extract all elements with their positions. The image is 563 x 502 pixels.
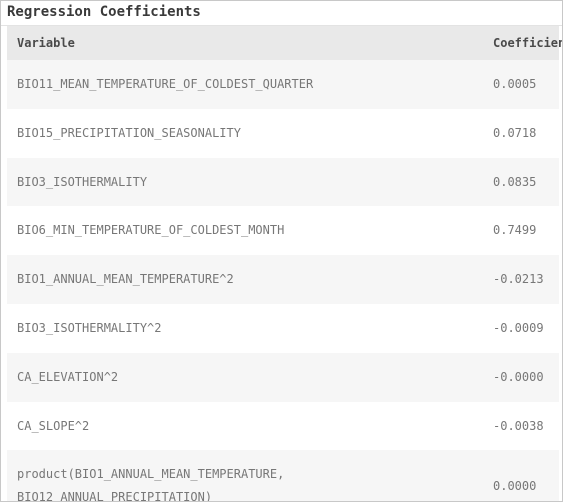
cell-coefficient: -0.0009 — [483, 304, 559, 353]
cell-variable: product(BIO1_ANNUAL_MEAN_TEMPERATURE, BI… — [7, 450, 483, 501]
cell-variable: BIO15_PRECIPITATION_SEASONALITY — [7, 109, 483, 158]
cell-variable: CA_SLOPE^2 — [7, 402, 483, 451]
table-row: CA_ELEVATION^2-0.0000 — [7, 353, 559, 402]
cell-coefficient: 0.0835 — [483, 158, 559, 207]
col-header-variable: Variable — [7, 26, 483, 60]
table-row: BIO15_PRECIPITATION_SEASONALITY0.0718 — [7, 109, 559, 158]
table-row: CA_SLOPE^2-0.0038 — [7, 402, 559, 451]
cell-variable: BIO3_ISOTHERMALITY^2 — [7, 304, 483, 353]
table-row: BIO3_ISOTHERMALITY0.0835 — [7, 158, 559, 207]
cell-coefficient: 0.7499 — [483, 206, 559, 255]
cell-coefficient: -0.0213 — [483, 255, 559, 304]
cell-coefficient: 0.0005 — [483, 60, 559, 109]
cell-variable: CA_ELEVATION^2 — [7, 353, 483, 402]
table-row: BIO1_ANNUAL_MEAN_TEMPERATURE^2-0.0213 — [7, 255, 559, 304]
cell-variable: BIO1_ANNUAL_MEAN_TEMPERATURE^2 — [7, 255, 483, 304]
table-row: product(BIO1_ANNUAL_MEAN_TEMPERATURE, BI… — [7, 450, 559, 501]
cell-coefficient: 0.0718 — [483, 109, 559, 158]
col-header-coefficient: Coefficient — [483, 26, 559, 60]
cell-variable: BIO3_ISOTHERMALITY — [7, 158, 483, 207]
table-row: BIO3_ISOTHERMALITY^2-0.0009 — [7, 304, 559, 353]
table-header-row: Variable Coefficient — [7, 26, 559, 60]
panel-title: Regression Coefficients — [1, 1, 562, 26]
coefficients-table: Variable Coefficient BIO11_MEAN_TEMPERAT… — [7, 26, 559, 501]
cell-variable: BIO6_MIN_TEMPERATURE_OF_COLDEST_MONTH — [7, 206, 483, 255]
cell-coefficient: -0.0000 — [483, 353, 559, 402]
table-row: BIO6_MIN_TEMPERATURE_OF_COLDEST_MONTH0.7… — [7, 206, 559, 255]
regression-panel: Regression Coefficients Variable Coeffic… — [0, 0, 563, 502]
table-row: BIO11_MEAN_TEMPERATURE_OF_COLDEST_QUARTE… — [7, 60, 559, 109]
cell-coefficient: -0.0038 — [483, 402, 559, 451]
cell-variable: BIO11_MEAN_TEMPERATURE_OF_COLDEST_QUARTE… — [7, 60, 483, 109]
cell-coefficient: 0.0000 — [483, 450, 559, 501]
table-viewport: Variable Coefficient BIO11_MEAN_TEMPERAT… — [1, 26, 562, 501]
